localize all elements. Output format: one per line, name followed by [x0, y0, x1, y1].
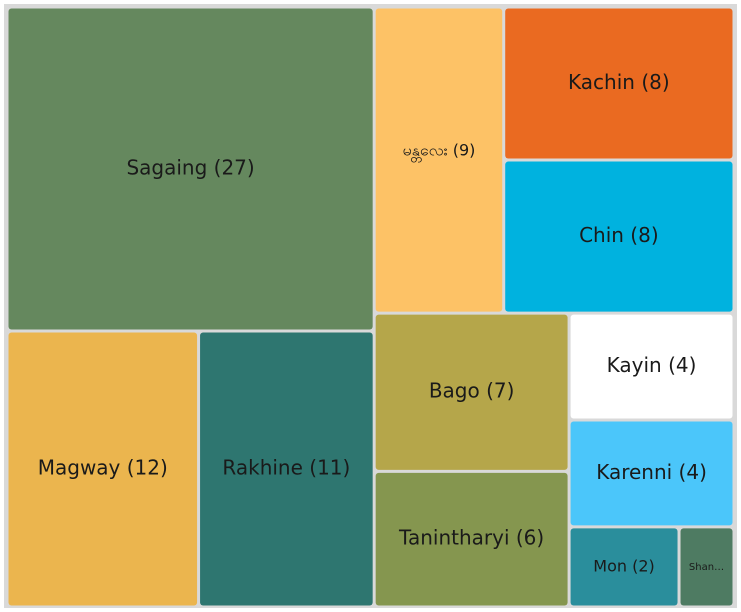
treemap-cell — [200, 332, 373, 606]
treemap-cell — [505, 8, 733, 159]
treemap-cell — [680, 528, 733, 606]
treemap-cell — [8, 8, 373, 330]
treemap-cell — [375, 314, 568, 470]
treemap-cell — [570, 314, 733, 419]
cell-label: Bago (7) — [429, 379, 515, 403]
cell-label: Shan… — [689, 562, 724, 573]
cell-label: Kayin (4) — [607, 353, 697, 377]
treemap-cell — [570, 528, 678, 606]
cell-label: Magway (12) — [38, 456, 168, 480]
treemap-cell — [570, 421, 733, 526]
cell-label: Mon (2) — [593, 556, 654, 575]
cell-label: Sagaing (27) — [126, 156, 254, 180]
cell-label: မန္တလေး (9) — [402, 140, 475, 162]
treemap-cell — [375, 472, 568, 606]
cell-label: Karenni (4) — [596, 460, 707, 484]
treemap-cell — [505, 161, 733, 312]
cell-label: Chin (8) — [579, 223, 659, 247]
cell-label: Tanintharyi (6) — [398, 526, 544, 550]
treemap-cell — [8, 332, 198, 606]
cell-label: Kachin (8) — [568, 70, 670, 94]
treemap-cell — [375, 8, 503, 312]
cell-label: Rakhine (11) — [222, 456, 350, 480]
